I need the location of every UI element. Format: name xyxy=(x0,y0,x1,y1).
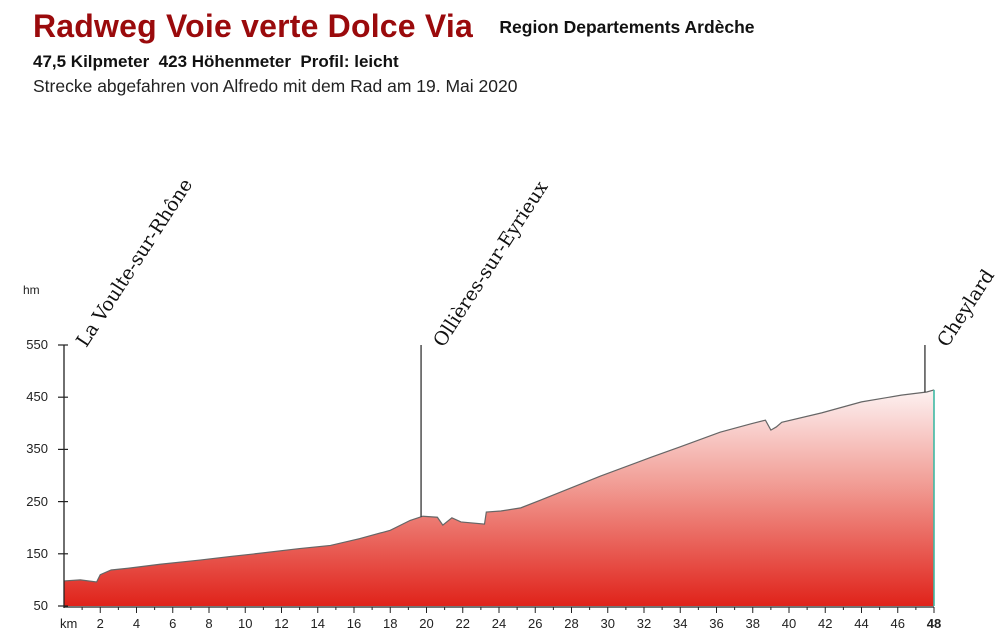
elevation-outline xyxy=(63,389,935,583)
x-tick-label: 16 xyxy=(346,616,362,631)
x-tick-label: 2 xyxy=(96,616,104,631)
x-tick-label: 28 xyxy=(564,616,579,631)
x-tick-label: 30 xyxy=(600,616,615,631)
x-tick-label: 46 xyxy=(890,616,905,631)
route-stats: 47,5 Kilpmeter 423 Höhenmeter Profil: le… xyxy=(33,52,399,71)
y-axis-unit: hm xyxy=(23,283,40,297)
title-row: Radweg Voie verte Dolce Via Region Depar… xyxy=(33,8,755,45)
x-tick-label: 24 xyxy=(491,616,507,631)
x-tick-label: 22 xyxy=(455,616,470,631)
axes xyxy=(58,344,935,613)
y-tick-label: 450 xyxy=(26,389,48,405)
y-tick-label: 50 xyxy=(33,598,48,613)
x-tick-label: 38 xyxy=(745,616,760,631)
x-tick-label: 8 xyxy=(205,616,213,631)
x-tick-label: 40 xyxy=(781,616,797,631)
elevation-fill xyxy=(64,389,934,606)
x-tick-label: 6 xyxy=(169,616,177,631)
chart-title: Radweg Voie verte Dolce Via xyxy=(33,8,473,44)
y-tick-label: 150 xyxy=(26,545,48,561)
x-tick-label: 36 xyxy=(709,616,724,631)
x-tick-label: 20 xyxy=(419,616,434,631)
route-subtitle: Strecke abgefahren von Alfredo mit dem R… xyxy=(33,76,518,96)
x-tick-label: 48 xyxy=(926,616,942,631)
x-tick-label: 14 xyxy=(310,616,325,631)
x-tick-label: 10 xyxy=(238,616,253,631)
y-tick-label: 250 xyxy=(26,493,48,509)
region-label: Region Departements Ardèche xyxy=(499,17,755,37)
elevation-area xyxy=(63,389,935,606)
x-tick-label: 12 xyxy=(274,616,289,631)
y-tick-label: 550 xyxy=(26,337,48,352)
x-tick-label: 34 xyxy=(673,616,688,631)
x-tick-label: 32 xyxy=(636,616,652,631)
place-markers xyxy=(420,345,926,517)
x-tick-label: 4 xyxy=(132,616,141,631)
y-tick-label: 350 xyxy=(26,441,48,457)
x-tick-label: 42 xyxy=(818,616,833,631)
x-tick-label: 44 xyxy=(854,616,869,631)
x-axis-unit: km xyxy=(60,616,78,631)
x-tick-label: 26 xyxy=(528,616,543,631)
x-tick-label: 18 xyxy=(383,616,398,631)
